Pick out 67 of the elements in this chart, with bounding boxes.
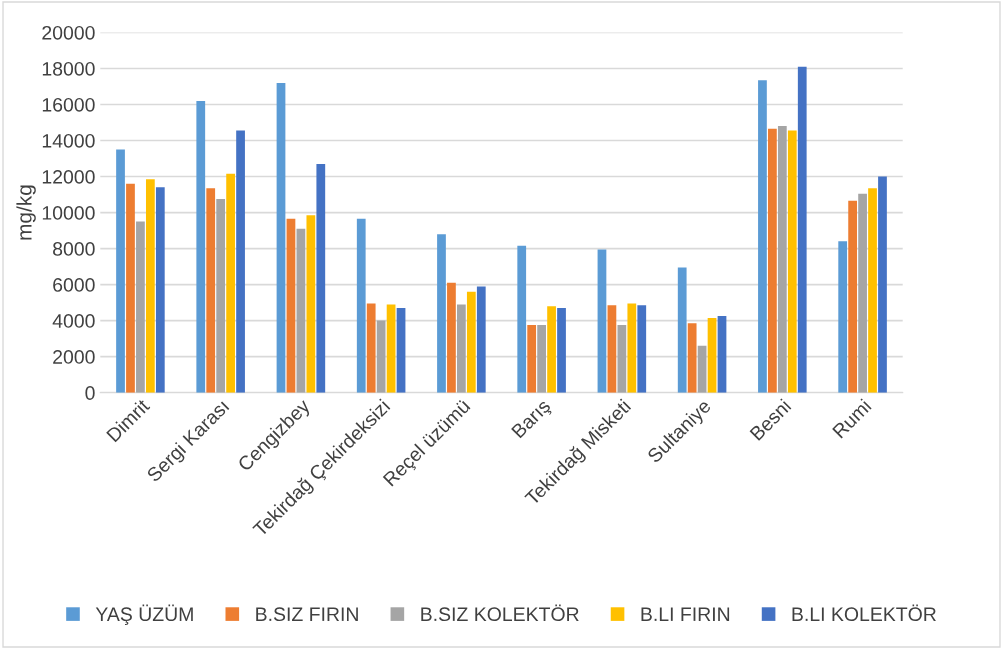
bar (617, 325, 627, 393)
bar (155, 187, 165, 393)
bar (677, 267, 687, 393)
bar (476, 286, 486, 393)
legend-label: B.LI KOLEKTÖR (792, 604, 936, 622)
y-tick-label: 20000 (42, 25, 95, 40)
y-tick-label: 10000 (42, 206, 95, 220)
y-tick-label: 0 (85, 386, 95, 400)
y-axis-title: mg/kg (16, 185, 36, 240)
bar (437, 234, 446, 393)
y-tick-label: 16000 (42, 97, 95, 112)
bar (607, 305, 617, 393)
bar (466, 291, 476, 393)
bar (356, 218, 366, 393)
bar (547, 306, 556, 393)
y-tick-label: 18000 (42, 61, 95, 76)
bar (777, 126, 787, 393)
y-tick-label: 8000 (53, 242, 95, 256)
bar (557, 308, 566, 393)
y-tick-label: 6000 (53, 278, 95, 292)
y-tick-label: 14000 (42, 133, 95, 148)
bar (878, 176, 887, 393)
bar (838, 241, 848, 393)
bar (787, 130, 797, 393)
bar (687, 323, 697, 393)
bar (858, 193, 867, 393)
legend-label: B.SIZ FIRIN (256, 607, 358, 622)
bar (537, 325, 546, 393)
y-tick-label: 12000 (42, 170, 95, 184)
legend-label: B.LI FIRIN (641, 607, 730, 621)
bar (216, 199, 226, 393)
legend-label: B.SIZ KOLEKTÖR (421, 604, 579, 622)
bar (296, 228, 306, 393)
y-tick-label: 4000 (52, 314, 95, 328)
bar (758, 80, 767, 393)
legend-label: YAŞ ÜZÜM (95, 604, 193, 626)
bar (848, 200, 858, 393)
bar (136, 221, 145, 393)
bar (868, 188, 877, 393)
bar (316, 163, 326, 393)
bar (637, 305, 647, 393)
bar (206, 188, 216, 393)
bar (366, 303, 376, 393)
bar (306, 215, 316, 393)
bar (527, 325, 537, 393)
bar (386, 304, 396, 393)
bar (126, 183, 135, 393)
bar (396, 308, 406, 393)
bar (447, 282, 456, 393)
bar (797, 66, 807, 393)
bar (768, 128, 777, 393)
y-tick-label: 2000 (53, 350, 95, 364)
bar (627, 303, 637, 393)
bar (597, 249, 607, 393)
bar (376, 320, 386, 393)
bar (196, 100, 206, 393)
bar (717, 316, 727, 393)
bar (517, 245, 527, 393)
bar (145, 179, 155, 393)
bar (116, 149, 125, 393)
bar (276, 82, 286, 393)
bar (226, 173, 235, 393)
bar (697, 345, 707, 393)
bar (457, 304, 466, 393)
bar (707, 317, 717, 393)
bar (236, 130, 245, 393)
bar (286, 218, 296, 393)
